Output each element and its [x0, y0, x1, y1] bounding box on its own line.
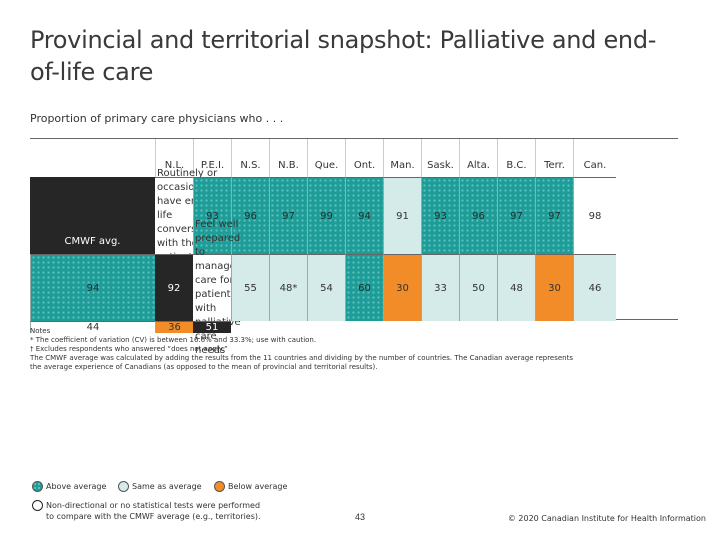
table-cell: 96 — [231, 177, 269, 254]
same-average-swatch-icon — [118, 481, 129, 492]
column-header: N.L. — [155, 139, 193, 177]
legend-item-above: Above average — [32, 481, 106, 492]
row-label: Feel well prepared to manage care for pa… — [193, 219, 241, 356]
table-cell: 94 — [30, 254, 155, 321]
table-subtitle: Proportion of primary care physicians wh… — [30, 112, 284, 125]
page-number: 43 — [355, 512, 366, 522]
non-directional-swatch-icon — [32, 500, 43, 511]
table-cell: 46 — [573, 254, 616, 321]
legend-label-none-line1: Non-directional or no statistical tests … — [46, 501, 261, 510]
note-line: * The coefficient of variation (CV) is b… — [30, 336, 317, 344]
column-header: CMWF avg. — [30, 177, 155, 254]
note-line: the average experience of Canadians (as … — [30, 363, 378, 371]
column-header: Alta. — [459, 139, 497, 177]
table-cell: 51 — [193, 321, 231, 333]
legend-item-same: Same as average — [118, 481, 202, 492]
below-average-swatch-icon — [214, 481, 225, 492]
column-header: Sask. — [421, 139, 459, 177]
table-cell: 60 — [345, 254, 383, 321]
legend-label-same: Same as average — [132, 482, 202, 491]
legend-label-none-line2: to compare with the CMWF average (e.g., … — [46, 512, 261, 521]
table-cell: 93 — [421, 177, 459, 254]
table-cell: 97 — [535, 177, 573, 254]
notes-section: Notes * The coefficient of variation (CV… — [30, 327, 690, 372]
note-line: † Excludes respondents who answered “doe… — [30, 345, 228, 353]
table-cell: 96 — [459, 177, 497, 254]
table-cell: 50 — [459, 254, 497, 321]
table-cell: 55 — [231, 254, 269, 321]
table-cell: 44 — [30, 321, 155, 333]
column-header: B.C. — [497, 139, 535, 177]
legend-item-none: Non-directional or no statistical tests … — [32, 500, 261, 522]
table-corner-cell — [30, 139, 155, 177]
table-cell: 97 — [269, 177, 307, 254]
table-cell: 99 — [307, 177, 345, 254]
column-header: N.B. — [269, 139, 307, 177]
table-cell: 92 — [155, 254, 193, 321]
table-cell: 30 — [383, 254, 421, 321]
column-header: Ont. — [345, 139, 383, 177]
column-header: Man. — [383, 139, 421, 177]
table-cell: 98 — [573, 177, 616, 254]
table-cell: 48 — [497, 254, 535, 321]
column-header: N.S. — [231, 139, 269, 177]
column-header: Que. — [307, 139, 345, 177]
table-cell: 93 — [193, 177, 231, 254]
page-title: Provincial and territorial snapshot: Pal… — [30, 26, 657, 86]
legend-item-below: Below average — [214, 481, 287, 492]
table-cell: 97 — [497, 177, 535, 254]
column-header: Can. — [573, 139, 616, 177]
table-cell: 36 — [155, 321, 193, 333]
snapshot-table: N.L. P.E.I. N.S. N.B. Que. Ont. Man. Sask. Alta.… — [30, 138, 678, 356]
table-cell: 30 — [535, 254, 573, 321]
column-header: P.E.I. — [193, 139, 231, 177]
table-cell: 54 — [307, 254, 345, 321]
row-label: Routinely or occasionally have end-of-li… — [155, 168, 227, 263]
column-header: Terr. — [535, 139, 573, 177]
above-average-swatch-icon — [32, 481, 43, 492]
copyright-notice: © 2020 Canadian Institute for Health Inf… — [507, 514, 706, 523]
table-cell: 33 — [421, 254, 459, 321]
table-cell: 91 — [383, 177, 421, 254]
table-cell: 48* — [269, 254, 307, 321]
legend-label-above: Above average — [46, 482, 107, 491]
note-line: The CMWF average was calculated by addin… — [30, 354, 574, 362]
table-cell: 94 — [345, 177, 383, 254]
legend-label-below: Below average — [228, 482, 288, 491]
notes-heading: Notes — [30, 327, 51, 335]
